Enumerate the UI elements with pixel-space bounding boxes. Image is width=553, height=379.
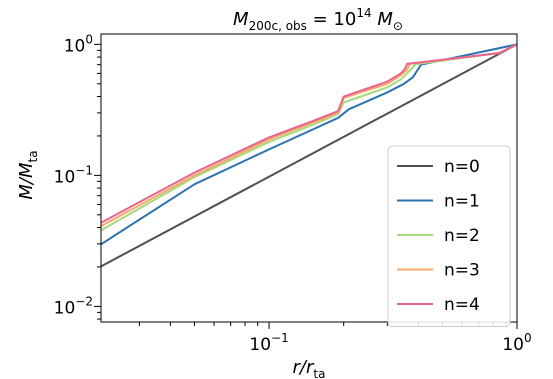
series-line-n=0: [101, 43, 517, 268]
y-tick-label: 10−2: [54, 294, 93, 318]
axis-ticks: 10−1 100 10−2 10−1 100: [54, 32, 532, 355]
chart-title: M200c, obs = 1014 M⊙: [233, 6, 403, 33]
series-line-n=4: [101, 43, 517, 224]
x-tick-label: 100: [502, 331, 531, 355]
x-tick-label: 10−1: [249, 331, 288, 355]
y-axis-title: M/Mta: [16, 150, 40, 199]
x-axis-title: r/rta: [293, 357, 326, 379]
plot-area: [101, 43, 517, 268]
legend-label-n=3: n=3: [444, 261, 480, 281]
series-line-n=2: [101, 43, 517, 232]
series-line-n=1: [101, 43, 517, 246]
legend: n=0 n=1 n=2 n=3 n=4: [387, 145, 511, 327]
legend-label-n=1: n=1: [444, 192, 480, 212]
y-tick-label: 10−1: [54, 163, 93, 187]
legend-box: [387, 145, 511, 327]
legend-label-n=4: n=4: [444, 295, 480, 315]
legend-label-n=2: n=2: [444, 226, 480, 246]
y-tick-label: 100: [64, 32, 93, 56]
legend-label-n=0: n=0: [444, 157, 480, 177]
plot-frame: [100, 33, 518, 323]
